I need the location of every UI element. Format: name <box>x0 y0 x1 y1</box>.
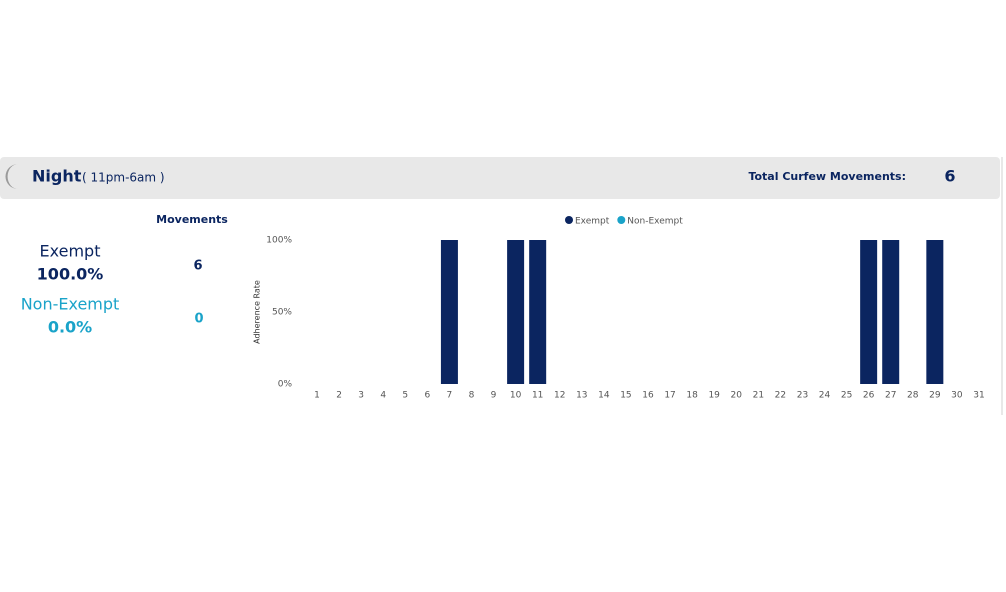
x-tick-label: 11 <box>532 391 543 401</box>
x-tick-label: 14 <box>598 391 610 401</box>
header-title: Night <box>32 167 82 186</box>
x-tick-label: 20 <box>731 391 743 401</box>
movements-heading: Movements <box>156 213 228 226</box>
header-band <box>0 157 1000 199</box>
x-tick-label: 1 <box>314 391 320 401</box>
exempt-count: 6 <box>193 259 202 274</box>
bar <box>882 240 900 384</box>
x-tick-label: 4 <box>380 391 386 401</box>
x-tick-label: 18 <box>686 391 698 401</box>
x-tick-label: 8 <box>469 391 475 401</box>
legend-swatch <box>565 216 573 224</box>
x-tick-label: 2 <box>336 391 342 401</box>
x-tick-label: 15 <box>620 391 631 401</box>
total-value: 6 <box>944 167 955 186</box>
bar <box>507 240 525 384</box>
exempt-label: Exempt <box>40 242 101 261</box>
header-subtitle: ( 11pm-6am ) <box>82 171 165 185</box>
legend-label: Exempt <box>575 217 610 227</box>
x-tick-label: 26 <box>863 391 875 401</box>
x-tick-label: 23 <box>797 391 808 401</box>
x-tick-label: 12 <box>554 391 565 401</box>
moon-icon <box>5 164 18 189</box>
x-tick-label: 19 <box>708 391 720 401</box>
x-tick-label: 30 <box>951 391 963 401</box>
x-tick-label: 25 <box>841 391 852 401</box>
bar <box>529 240 547 384</box>
x-tick-label: 29 <box>929 391 941 401</box>
x-tick-label: 28 <box>907 391 919 401</box>
y-tick-label: 50% <box>272 308 292 318</box>
non-exempt-percent: 0.0% <box>48 318 92 337</box>
bar <box>926 240 944 384</box>
x-tick-label: 6 <box>424 391 430 401</box>
non-exempt-label: Non-Exempt <box>21 295 120 314</box>
x-tick-label: 24 <box>819 391 831 401</box>
x-tick-label: 7 <box>447 391 453 401</box>
x-tick-label: 10 <box>510 391 522 401</box>
x-tick-label: 13 <box>576 391 587 401</box>
x-tick-label: 5 <box>402 391 408 401</box>
total-label: Total Curfew Movements: <box>748 170 906 183</box>
bar <box>860 240 878 384</box>
bar <box>440 240 458 384</box>
y-tick-label: 0% <box>278 380 293 390</box>
x-tick-label: 21 <box>753 391 764 401</box>
exempt-percent: 100.0% <box>37 265 104 284</box>
x-tick-label: 16 <box>642 391 654 401</box>
x-tick-label: 22 <box>775 391 786 401</box>
legend-swatch <box>617 216 626 224</box>
x-tick-label: 3 <box>358 391 364 401</box>
non-exempt-count: 0 <box>194 312 203 327</box>
x-tick-label: 17 <box>664 391 675 401</box>
y-tick-label: 100% <box>266 236 292 246</box>
x-tick-label: 9 <box>491 391 497 401</box>
x-tick-label: 27 <box>885 391 896 401</box>
legend-label: Non-Exempt <box>627 217 683 227</box>
x-tick-label: 31 <box>973 391 984 401</box>
y-axis-label: Adherence Rate <box>253 280 262 344</box>
